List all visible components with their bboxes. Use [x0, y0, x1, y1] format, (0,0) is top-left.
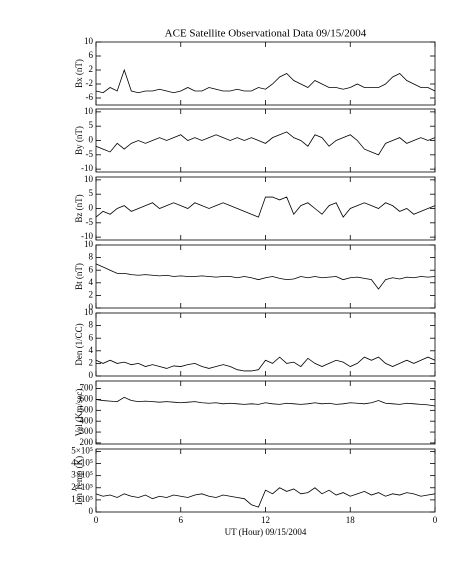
y-tick-label: 1×10⁵ [71, 494, 93, 504]
panel-frame [95, 380, 436, 445]
panel-frame [95, 176, 436, 241]
x-tick-label: 6 [179, 515, 184, 525]
y-tick-label: 0 [89, 302, 94, 312]
y-tick-label: -10 [81, 163, 93, 173]
x-tick-label: 0 [433, 515, 438, 525]
y-axis-label: Vel (Km/sec) [74, 389, 84, 437]
y-tick-label: 5 [89, 120, 94, 130]
data-line [95, 396, 436, 407]
panel-frame [95, 41, 436, 106]
y-axis-label: Bz (nT) [74, 194, 84, 222]
y-tick-label: 500 [80, 404, 94, 414]
x-tick-label: 0 [94, 515, 99, 525]
y-tick-label: 2 [89, 289, 94, 299]
y-tick-label: 5×10⁵ [71, 445, 93, 455]
y-tick-label: 2 [89, 357, 94, 367]
y-tick-label: 2×10⁵ [71, 482, 93, 492]
y-tick-label: 4 [89, 345, 94, 355]
y-tick-label: 0 [89, 203, 94, 213]
y-axis-label: Den (1/CC) [74, 323, 84, 365]
y-tick-label: 8 [89, 252, 94, 262]
y-tick-label: 10 [84, 106, 94, 116]
y-tick-label: 400 [80, 415, 94, 425]
y-axis-label: Bt (nT) [74, 263, 84, 290]
y-tick-label: 10 [84, 174, 94, 184]
data-line [95, 196, 436, 218]
y-axis-label: Bx (nT) [74, 59, 84, 88]
y-tick-label: 300 [80, 426, 94, 436]
y-tick-label: 5 [89, 188, 94, 198]
data-line [95, 263, 436, 290]
y-tick-label: 6 [89, 264, 94, 274]
y-tick-label: 0 [89, 370, 94, 380]
y-axis-label: By (nT) [74, 126, 84, 155]
y-tick-label: 8 [89, 320, 94, 330]
panel-frame [95, 108, 436, 173]
data-line [95, 68, 436, 94]
panel-frame [95, 448, 436, 513]
x-tick-label: 18 [346, 515, 356, 525]
x-tick-label: 12 [261, 515, 270, 525]
y-tick-label: 4 [89, 277, 94, 287]
panel-frame [95, 244, 436, 309]
y-tick-label: 700 [80, 383, 94, 393]
data-line [95, 131, 436, 156]
chart-title: ACE Satellite Observational Data 09/15/2… [165, 28, 367, 40]
y-tick-label: -5 [86, 217, 94, 227]
y-tick-label: 0 [89, 135, 94, 145]
y-tick-label: 4×10⁵ [71, 458, 93, 468]
data-line [95, 356, 436, 372]
y-tick-label: -2 [86, 78, 94, 88]
y-tick-label: 6 [89, 332, 94, 342]
x-axis-label: UT (Hour) 09/15/2004 [225, 527, 307, 537]
y-tick-label: 0 [89, 506, 94, 516]
y-tick-label: -5 [86, 149, 94, 159]
y-axis-label: Ion Temp (K) [74, 456, 84, 505]
y-tick-label: 10 [84, 307, 94, 317]
y-tick-label: 10 [84, 36, 94, 46]
y-tick-label: 200 [80, 437, 94, 447]
y-tick-label: -10 [81, 231, 93, 241]
y-tick-label: 600 [80, 394, 94, 404]
y-tick-label: 3×10⁵ [71, 470, 93, 480]
y-tick-label: 10 [84, 239, 94, 249]
y-tick-label: 2 [89, 64, 94, 74]
y-tick-label: 6 [89, 50, 94, 60]
y-tick-label: -6 [86, 92, 94, 102]
data-line [95, 487, 436, 508]
